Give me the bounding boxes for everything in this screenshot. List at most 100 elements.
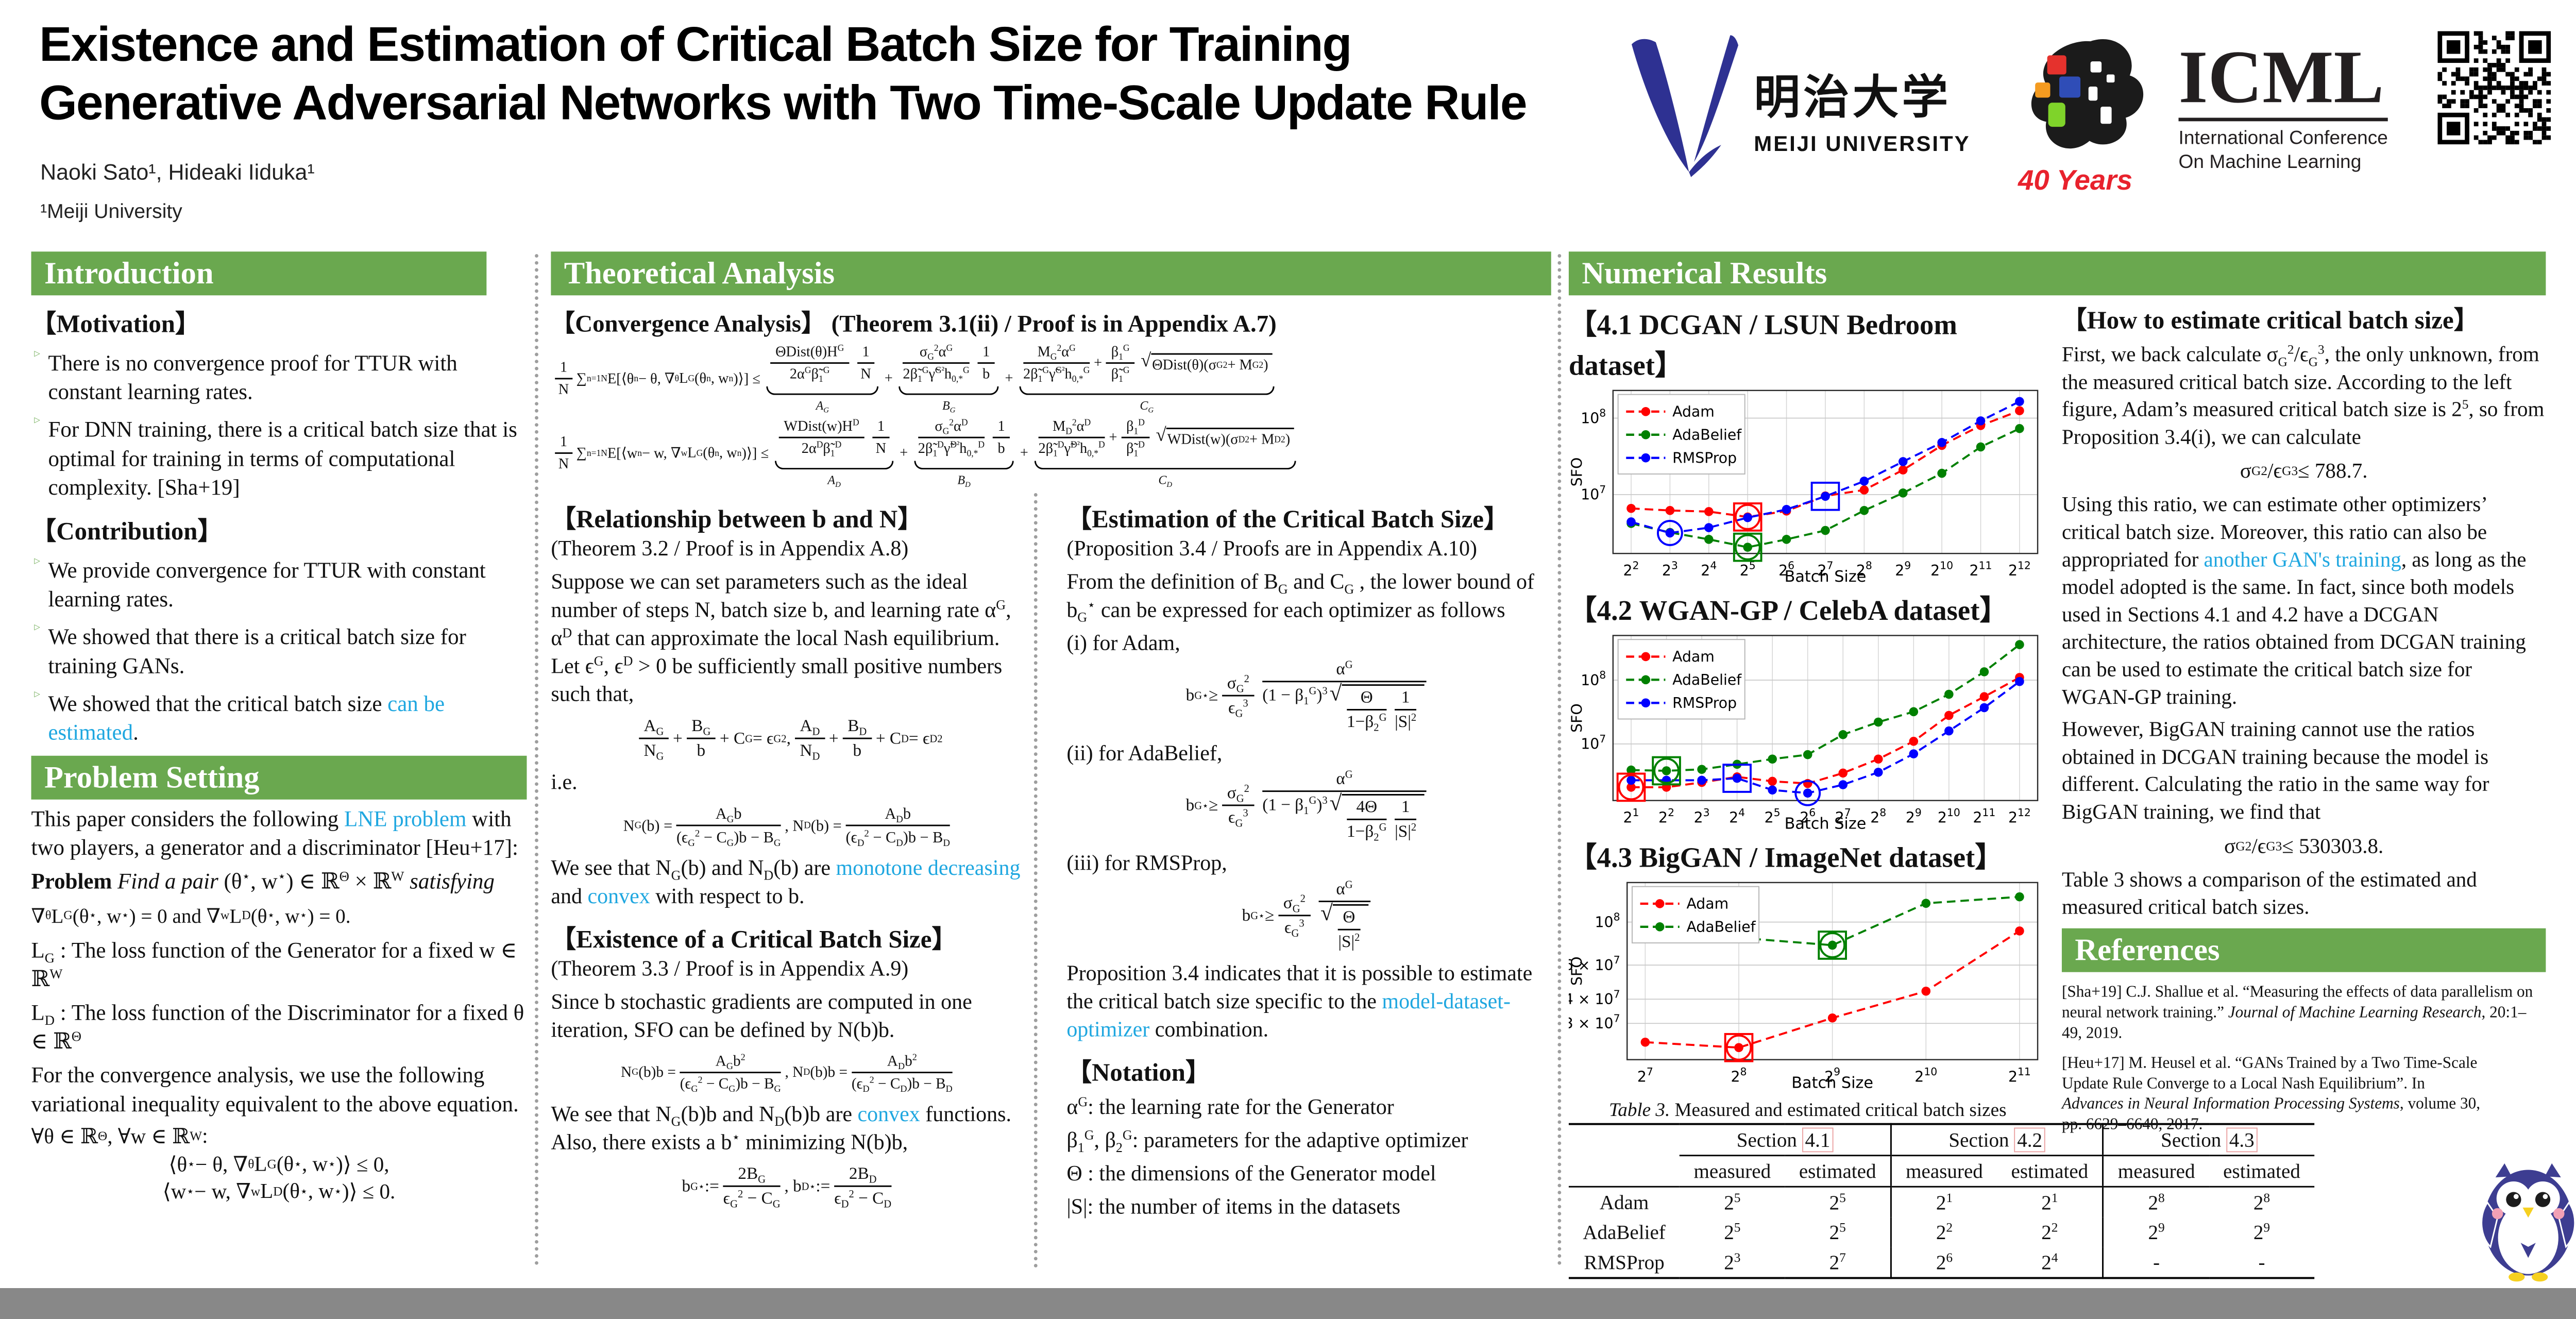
triangle-bullet-icon: ▷ [34,416,40,425]
howto-heading: 【How to estimate critical batch size】 [2061,306,2479,334]
theory-right-subcolumn: 【Estimation of the Critical Batch Size】 … [1066,491,1550,1226]
meiji-v-icon [1631,35,1739,177]
svg-text:SFO: SFO [1569,458,1585,487]
svg-text:RMSProp: RMSProp [1672,695,1737,712]
svg-text:6 × 107: 6 × 107 [1569,954,1620,974]
svg-text:23: 23 [1694,806,1710,826]
forty-years-label: 40 Years [2018,164,2133,196]
problem-statement: Problem Find a pair (θ⋆, w⋆) ∈ ℝΘ × ℝW s… [31,869,495,894]
meiji-jp-label: 明治大学 [1754,72,1952,124]
affiliation: ¹Meiji University [40,200,182,223]
icml-subtitle1: International Conference [2178,127,2388,149]
critical-batch-size-table: Section 4.1 Section 4.2 Section 4.3 measure… [1568,1123,2315,1279]
svg-text:4 × 107: 4 × 107 [1569,988,1620,1008]
svg-text:29: 29 [1906,806,1922,826]
triangle-bullet-icon: ▷ [34,623,40,632]
chart-biggan-imagenet: 27 28 29 210 211 3 × 107 4 × 107 6 × 107 108 Batc… [1569,876,2047,1092]
convergence-formula-discriminator: 1 N ∑ n=1 N E[⟨w n − w, ∇ w L G (θ n, w n)⟩] ≤ WDist… [551,418,1551,488]
sfo-equation: N G (b)b = AGb2 (ϵG2 − CG)b − BG, N D (b)b = … [620,1052,953,1094]
estimation-p2: Proposition 3.4 indicates that it is pos… [1066,961,1533,1042]
howto-p2: Using this ratio, we can estimate other … [2061,493,2527,709]
list-item: ▷ We showed that there is a critical batc… [34,623,466,678]
svg-text:3 × 107: 3 × 107 [1569,1012,1620,1032]
ratio-equation-1: σ G 2/ϵ G 3 ≤ 788.7. [2240,459,2368,483]
svg-text:107: 107 [1581,733,1606,753]
reference-1: [Sha+19] C.J. Shallue et al. “Measuring … [2061,982,2533,1042]
poster-title: Existence and Estimation of Critical Bat… [39,15,1527,132]
svg-text:210: 210 [1938,806,1960,826]
existence-subheading: (Theorem 3.3 / Proof is in Appendix A.9) [551,957,909,981]
convergence-formula-generator: 1 N ∑ n=1 N E[⟨θ n − θ, ∇ θ L G (θ n, w n)⟩] ≤ ΘDist… [551,343,1551,414]
estimation-p1: From the definition of BG and CG , the l… [1066,570,1535,625]
chart-wgangp-celeba: 21 22 23 24 25 26 27 28 29 210 211 212 107 108 Batch S… [1569,630,2047,833]
svg-text:24: 24 [1701,559,1717,579]
owl-mascot-icon [2481,1163,2576,1282]
problem-ld-def: LD : The loss function of the Discrimina… [31,1000,524,1054]
relationship-subheading: (Theorem 3.2 / Proof is in Appendix A.8) [551,536,909,561]
meiji-logo-block: 明治大学 MEIJI UNIVERSITY [1622,30,1970,187]
svg-text:210: 210 [1930,559,1953,579]
svg-text:Adam: Adam [1672,648,1715,665]
triangle-bullet-icon: ▷ [34,689,40,699]
notation-heading: 【Notation】 [1066,1058,1211,1087]
howto-p1: First, we back calculate σG2/ϵG3, the on… [2061,342,2545,449]
svg-text:AdaBelief: AdaBelief [1672,427,1742,444]
list-item: ▷ We provide convergence for TTUR with co… [34,556,486,612]
icml-logo-block: ICML International Conference On Machine… [2178,39,2388,174]
problem-lg-def: LG : The loss function of the Generator … [31,937,517,991]
notation-item: β1G, β2G: parameters for the adaptive op… [1066,1127,1468,1155]
chart3-title: 【4.3 BigGAN / ImageNet dataset】 [1568,842,2003,874]
table3-caption: Table 3. Measured and estimated critical… [1609,1099,2007,1121]
list-item: ▷ We showed that the critical batch size … [34,689,445,745]
ie-label: i.e. [551,770,578,794]
svg-text:22: 22 [1623,559,1639,579]
rmsprop-bound-equation: b G ⋆ ≥ σG2 ϵG3 αG √ Θ |S|2 [1066,880,1550,952]
svg-text:Batch Size: Batch Size [1785,568,1867,586]
list-item: ▷ There is no convergence proof for TTUR … [34,349,457,404]
rmsprop-case-label: (iii) for RMSProp, [1066,851,1227,875]
svg-text:26: 26 [1778,559,1794,579]
svg-text:Batch Size: Batch Size [1791,1074,1873,1092]
icml-rule [2178,117,2388,122]
adabelief-case-label: (ii) for AdaBelief, [1066,741,1223,765]
poster-title-line2: Generative Adversarial Networks with Two… [39,75,1527,130]
svg-text:107: 107 [1581,483,1606,503]
svg-text:26: 26 [1800,806,1816,826]
problem-eq4: ⟨w ⋆ − w, ∇ w L D (θ ⋆, w ⋆)⟩ ≤ 0. [162,1179,396,1204]
svg-text:24: 24 [1729,806,1745,826]
svg-text:SFO: SFO [1569,703,1585,733]
reference-2: [Heu+17] M. Heusel et al. “GANs Trained … [2061,1053,2481,1133]
charts-column: 【4.1 DCGAN / LSUN Bedroom dataset】 22 23 2… [1568,300,2315,1279]
svg-text:28: 28 [1870,806,1886,826]
svg-text:Batch Size: Batch Size [1785,815,1867,833]
relationship-p1: Suppose we can set parameters such as th… [551,570,1011,706]
svg-text:212: 212 [2008,806,2031,826]
svg-text:29: 29 [1824,1066,1840,1086]
svg-text:29: 29 [1895,559,1911,579]
notation-item: αG: the learning rate for the Generator [1066,1094,1394,1119]
section-header-numerical-results: Numerical Results [1568,251,2546,296]
svg-text:AdaBelief: AdaBelief [1672,671,1742,688]
svg-text:25: 25 [1765,806,1781,826]
svg-text:Adam: Adam [1672,403,1715,420]
svg-text:28: 28 [1856,559,1872,579]
svg-text:SFO: SFO [1569,956,1585,986]
column-divider-3 [1033,493,1038,1268]
theory-column: Theoretical Analysis 【Convergence Analys… [551,251,1551,1226]
estimation-subheading: (Proposition 3.4 / Proofs are in Appendi… [1066,536,1477,561]
chart1-title: 【4.1 DCGAN / LSUN Bedroom dataset】 [1568,309,1957,382]
svg-text:108: 108 [1595,911,1620,931]
section-header-problem-setting: Problem Setting [31,755,527,800]
contribution-heading: 【Contribution】 [31,516,223,545]
convergence-heading: 【Convergence Analysis】 (Theorem 3.1(ii) … [551,310,1277,337]
svg-text:212: 212 [2008,559,2031,579]
triangle-bullet-icon: ▷ [34,349,40,358]
theory-left-subcolumn: 【Relationship between b and N】 (Theorem … [551,491,1026,1226]
svg-text:210: 210 [1914,1066,1937,1086]
svg-text:27: 27 [1817,559,1833,579]
icml-subtitle2: On Machine Learning [2178,151,2362,173]
column-divider-1 [535,254,538,1266]
motivation-heading: 【Motivation】 [31,309,200,338]
